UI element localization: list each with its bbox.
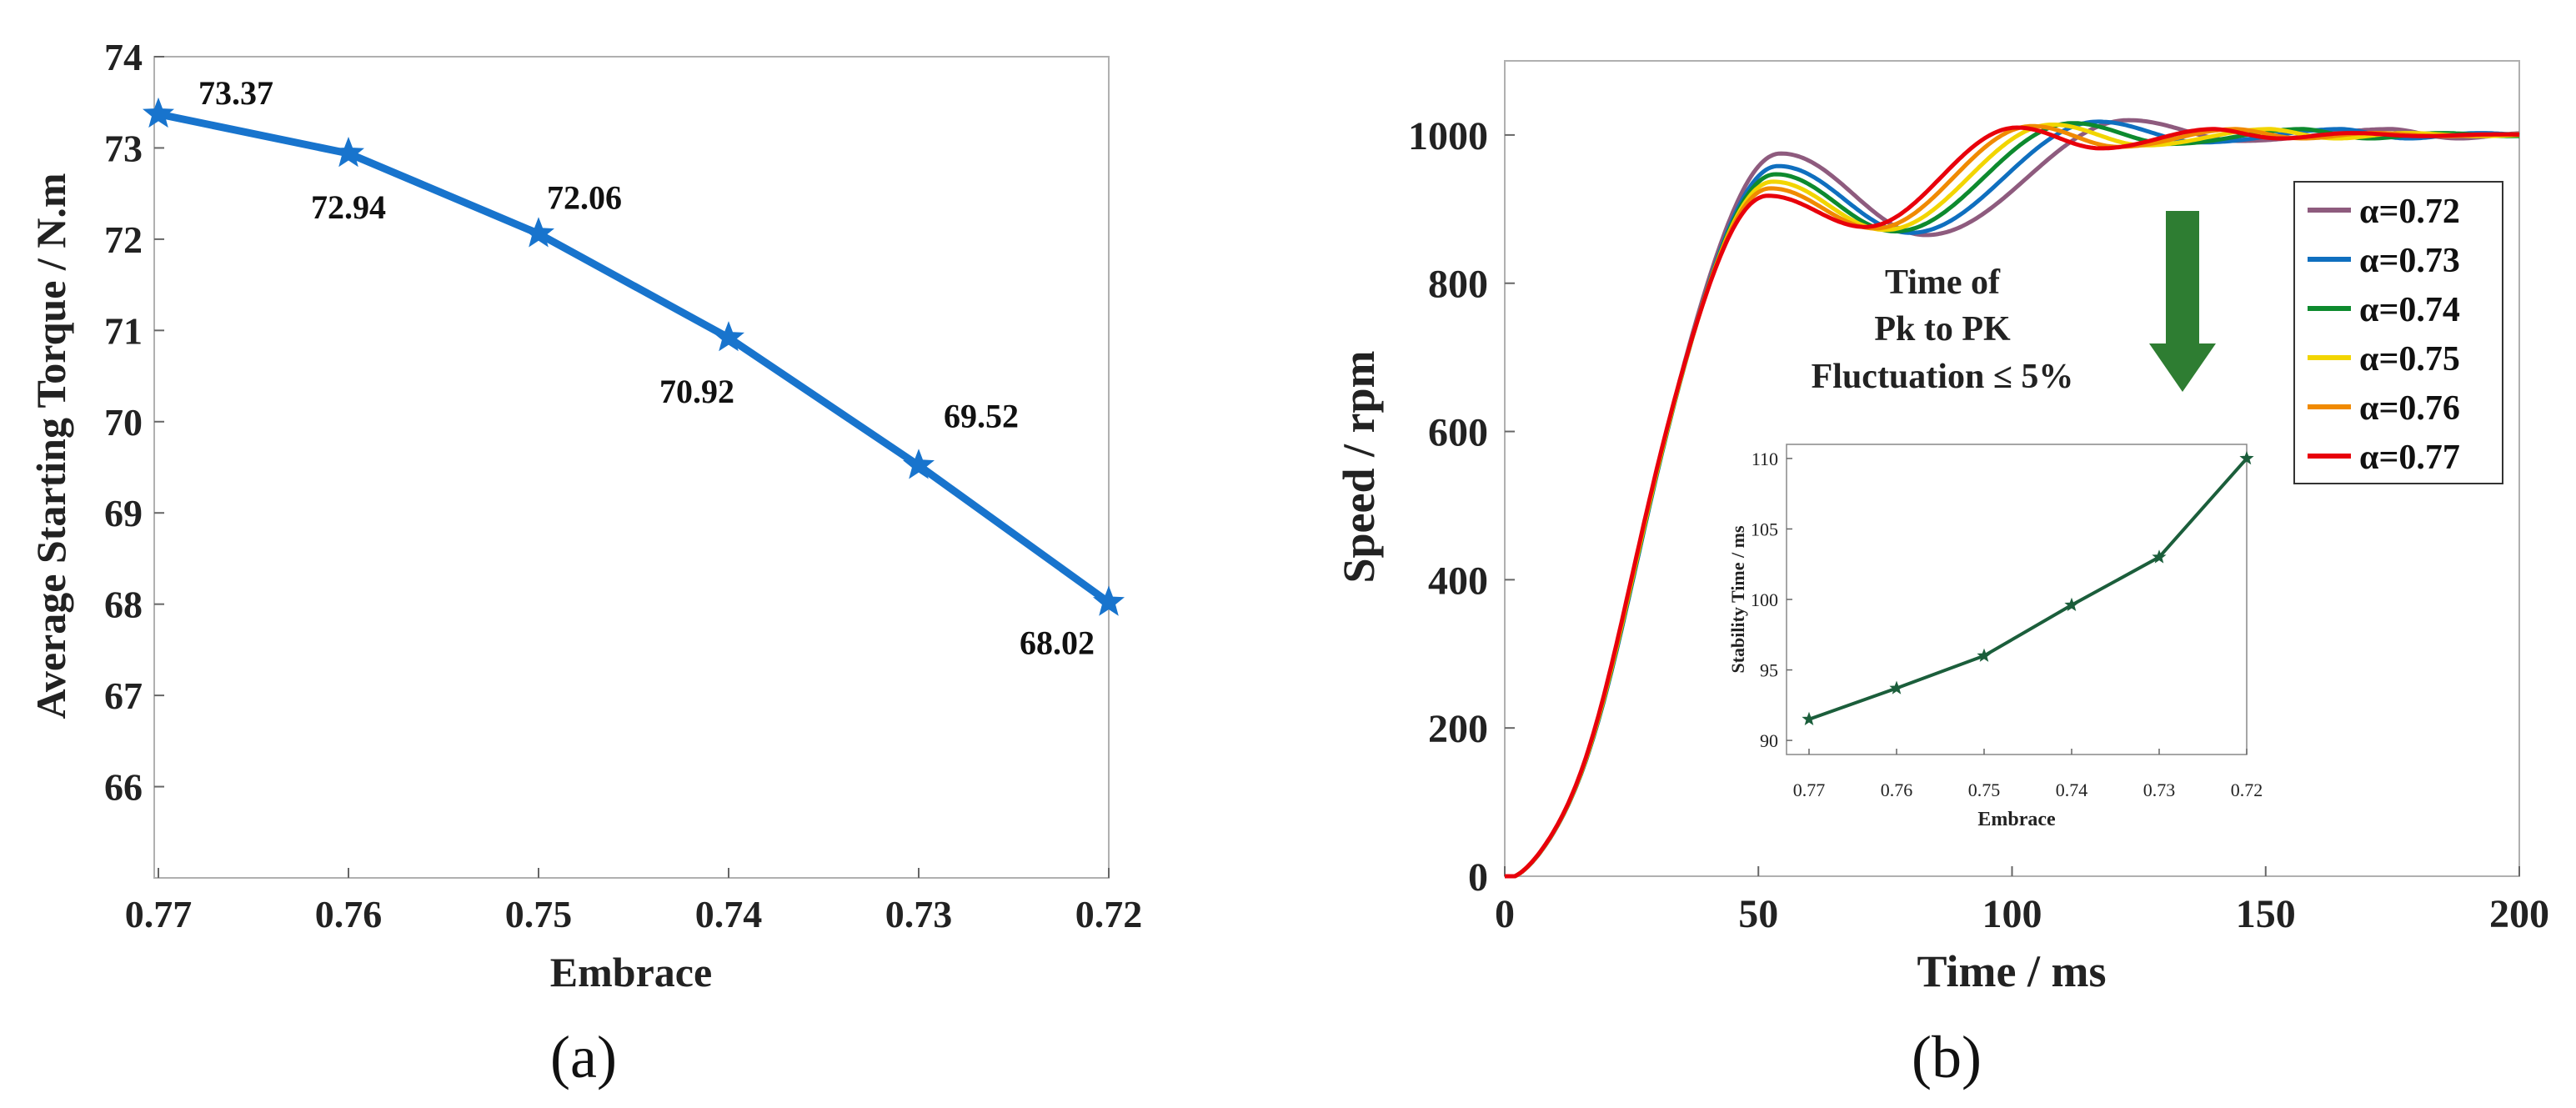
panel-b-y-axis-label: Speed / rpm — [1334, 350, 1384, 583]
inset-y-tick-label: 105 — [1751, 519, 1778, 539]
panel-a-y-tick-label: 71 — [104, 309, 143, 352]
legend-entry-label: α=0.76 — [2359, 389, 2460, 428]
panel-b-legend: α=0.72 α=0.73 α=0.74 α=0.75 α=0.76 α=0.77 — [2293, 181, 2503, 484]
legend-entry-label: α=0.77 — [2359, 439, 2460, 477]
panel-b-x-tick-label: 0 — [1495, 892, 1515, 936]
legend-entry-label: α=0.72 — [2359, 193, 2460, 231]
panel-a-data-label: 73.37 — [198, 74, 273, 112]
panel-a-y-tick-label: 70 — [104, 401, 143, 444]
panel-a-data-label: 68.02 — [1020, 624, 1095, 661]
inset-x-tick-label: 0.72 — [2231, 780, 2263, 800]
inset-data-point — [2239, 450, 2254, 465]
panel-b-y-tick-label: 0 — [1468, 855, 1488, 900]
down-arrow-icon — [2149, 211, 2216, 392]
inset-y-tick-label: 110 — [1752, 449, 1778, 469]
annotation-text: Time of Pk to PK Fluctuation ≤ 5% — [1812, 263, 2074, 396]
panel-a-data-label: 70.92 — [659, 373, 734, 410]
panel-a-y-tick-label: 67 — [104, 674, 143, 717]
panel-b-y-tick-label: 400 — [1428, 559, 1488, 603]
panel-b-y-tick-label: 1000 — [1408, 114, 1488, 158]
panel-a-series-line — [154, 110, 1113, 606]
inset-chart: 90 95 100 105 110 0.77 0.76 0.75 0.74 0.73 0.72 E… — [1727, 444, 2263, 830]
panel-b-chart: 0 200 400 600 800 1000 0 50 100 150 200 Time / ms… — [1334, 60, 2549, 1090]
panel-a-x-tick-label: 0.75 — [505, 893, 573, 935]
panel-a-y-tick-label: 73 — [104, 127, 143, 169]
inset-data-point — [1889, 680, 1904, 694]
panel-b-x-tick-label: 150 — [2236, 892, 2296, 936]
panel-a-x-tick-label: 0.74 — [695, 893, 763, 935]
panel-b-label: (b) — [1912, 1024, 1982, 1090]
inset-data-point — [2064, 597, 2079, 611]
panel-b-y-tick-label: 800 — [1428, 263, 1488, 307]
panel-a-y-tick-label: 69 — [104, 492, 143, 534]
inset-data-point — [2152, 549, 2167, 564]
legend-entry-label: α=0.74 — [2359, 291, 2460, 329]
panel-a-data-point — [523, 217, 554, 248]
inset-x-tick-label: 0.77 — [1793, 780, 1826, 800]
panel-b-x-tick-label: 50 — [1738, 892, 1778, 936]
panel-b-x-tick-label: 200 — [2489, 892, 2549, 936]
panel-a-x-tick-label: 0.72 — [1075, 893, 1143, 935]
panel-a-x-axis-label: Embrace — [550, 949, 712, 995]
panel-a-data-point — [143, 97, 174, 128]
inset-data-point — [1802, 711, 1817, 725]
panel-a-y-tick-label: 74 — [104, 36, 143, 78]
annotation-line-2: Pk to PK — [1874, 310, 2011, 348]
panel-a-data-label: 72.06 — [547, 178, 622, 216]
inset-y-axis-label: Stability Time / ms — [1727, 525, 1748, 673]
panel-a-y-axis-label: Average Starting Torque / N.m — [28, 173, 74, 719]
inset-x-tick-label: 0.75 — [1968, 780, 2001, 800]
panel-a-y-tick-label: 66 — [104, 766, 143, 809]
legend-box — [2293, 181, 2503, 484]
inset-data-point — [1977, 648, 1992, 662]
panel-a-chart: 66 67 68 69 70 71 72 73 74 0.77 0.76 0.75 0.74 0.73 0… — [28, 36, 1142, 1090]
inset-plot-area — [1786, 444, 2248, 755]
inset-x-tick-label: 0.74 — [2056, 780, 2088, 800]
panel-a-x-tick-label: 0.73 — [885, 893, 953, 935]
panel-b-y-tick-label: 200 — [1428, 707, 1488, 751]
annotation-line-1: Time of — [1885, 263, 2001, 302]
panel-a-data-point — [713, 321, 744, 352]
panel-a-data-label: 69.52 — [944, 397, 1019, 434]
inset-y-tick-label: 90 — [1760, 730, 1778, 751]
panel-a-plot-area — [153, 56, 1110, 879]
inset-y-tick-label: 95 — [1760, 660, 1778, 681]
panel-b-x-tick-label: 100 — [1982, 892, 2042, 936]
panel-a-y-tick-label: 72 — [104, 218, 143, 261]
panel-a-x-tick-label: 0.77 — [125, 893, 193, 935]
panel-a-data-point — [333, 137, 364, 168]
annotation-line-3: Fluctuation ≤ 5% — [1812, 358, 2074, 396]
legend-entry-label: α=0.73 — [2359, 242, 2460, 280]
inset-series-line — [1808, 457, 2248, 721]
panel-b-y-tick-label: 600 — [1428, 411, 1488, 455]
panel-a-data-label: 72.94 — [311, 188, 386, 226]
panel-a-x-tick-label: 0.76 — [315, 893, 383, 935]
panel-a-data-point — [903, 449, 935, 479]
legend-entry-label: α=0.75 — [2359, 340, 2460, 379]
speed-series-line — [1505, 125, 2520, 879]
panel-a-y-tick-label: 68 — [104, 584, 143, 626]
inset-x-tick-label: 0.73 — [2143, 780, 2176, 800]
panel-a-label: (a) — [550, 1024, 617, 1090]
inset-y-tick-label: 100 — [1751, 589, 1778, 610]
panel-a-data-point — [1093, 585, 1125, 616]
inset-x-tick-label: 0.76 — [1881, 780, 1913, 800]
inset-x-axis-label: Embrace — [1977, 809, 2056, 830]
panel-b-x-axis-label: Time / ms — [1917, 946, 2107, 996]
